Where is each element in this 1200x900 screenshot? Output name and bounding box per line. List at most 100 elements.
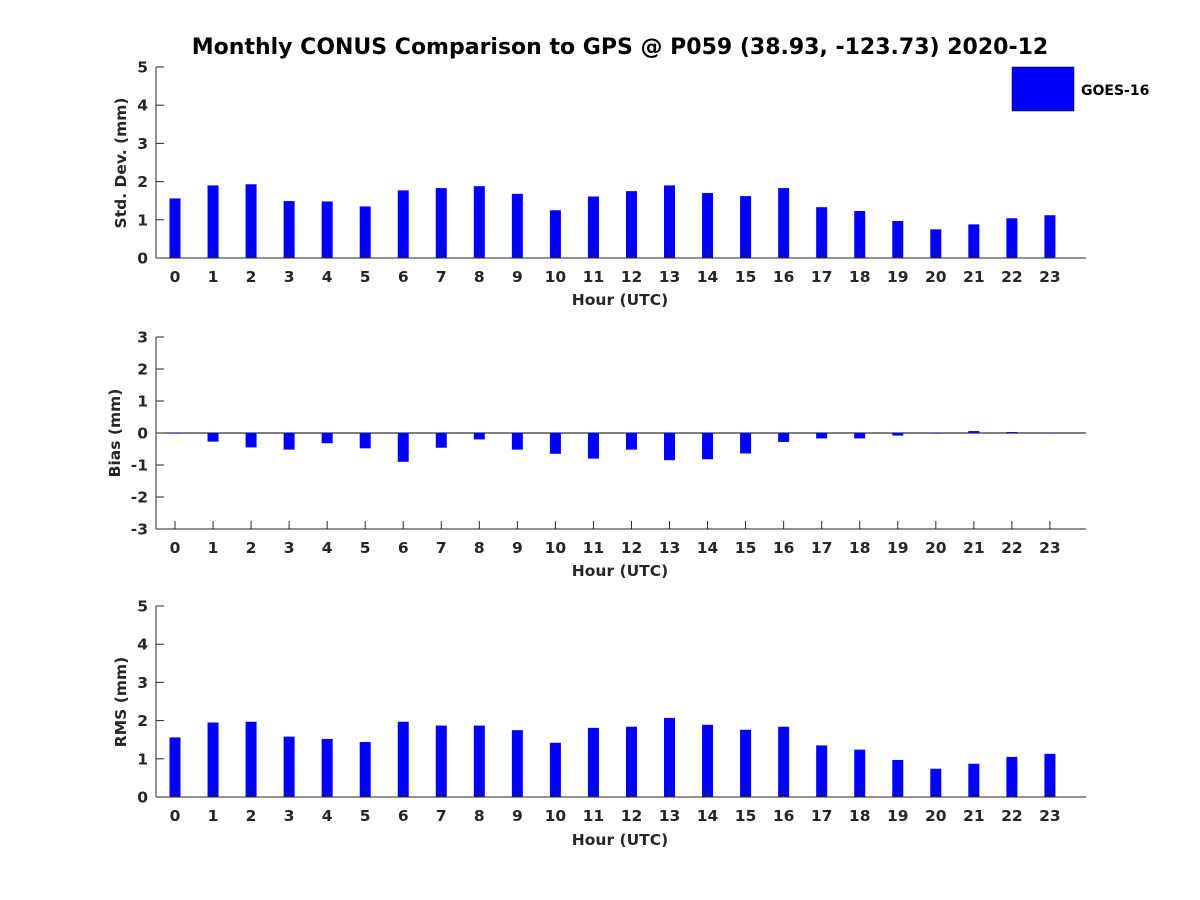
bias-ytick-label: 3 — [137, 329, 148, 347]
std-dev-ytick-label: 0 — [137, 250, 148, 268]
rms-xtick-label: 22 — [1001, 807, 1023, 825]
legend-label: GOES-16 — [1081, 83, 1149, 99]
std-dev-bar-10 — [549, 210, 561, 258]
bias-xtick-label: 6 — [398, 539, 409, 557]
std-dev-xtick-label: 13 — [659, 268, 681, 286]
std-dev-xtick-label: 15 — [735, 268, 757, 286]
rms-bar-7 — [435, 725, 447, 797]
bias-ytick-label: -3 — [131, 521, 148, 539]
rms-bar-4 — [321, 738, 333, 797]
rms-bar-2 — [245, 721, 257, 797]
bias-xtick-label: 1 — [208, 539, 219, 557]
std-dev-xtick-label: 19 — [887, 268, 909, 286]
bias-xtick-label: 14 — [697, 539, 719, 557]
std-dev-xtick-label: 10 — [545, 268, 567, 286]
bias-bar-2 — [245, 433, 257, 448]
std-dev-xtick-label: 0 — [170, 268, 181, 286]
std-dev-bar-22 — [1006, 218, 1018, 258]
rms-xtick-label: 8 — [474, 807, 485, 825]
bias-ytick-label: -1 — [131, 457, 148, 475]
std-dev-bar-5 — [359, 206, 371, 258]
rms-xtick-label: 9 — [512, 807, 523, 825]
rms-ytick-label: 2 — [137, 712, 148, 730]
bias-xtick-label: 10 — [545, 539, 567, 557]
std-dev-xlabel: Hour (UTC) — [572, 291, 668, 309]
rms-bar-15 — [740, 729, 752, 797]
std-dev-ytick-label: 4 — [137, 97, 148, 115]
std-dev-bar-16 — [778, 188, 790, 258]
std-dev-bar-19 — [892, 220, 904, 258]
bias-bar-15 — [740, 433, 752, 454]
bias-bar-11 — [587, 433, 599, 459]
rms-ytick-label: 4 — [137, 636, 148, 654]
std-dev-bar-23 — [1044, 215, 1056, 258]
rms-bar-23 — [1044, 753, 1056, 797]
bias-ytick-label: 2 — [137, 361, 148, 379]
bias-bar-12 — [625, 433, 637, 450]
rms-xtick-label: 5 — [360, 807, 371, 825]
bias-xtick-label: 8 — [474, 539, 485, 557]
bias-bar-20 — [930, 433, 942, 434]
rms-bar-12 — [625, 726, 637, 797]
std-dev-xtick-label: 9 — [512, 268, 523, 286]
std-dev-xtick-label: 18 — [849, 268, 871, 286]
rms-xtick-label: 2 — [246, 807, 257, 825]
std-dev-bar-17 — [816, 207, 828, 258]
bias-bar-18 — [854, 433, 866, 439]
bias-bar-0 — [169, 433, 181, 434]
std-dev-bar-7 — [435, 188, 447, 258]
std-dev-xtick-label: 21 — [963, 268, 985, 286]
rms-bar-19 — [892, 759, 904, 797]
bias-bar-8 — [473, 433, 485, 440]
rms-ytick-label: 3 — [137, 674, 148, 692]
bias-xtick-label: 15 — [735, 539, 757, 557]
legend: GOES-16 — [1011, 66, 1149, 112]
std-dev-xtick-label: 12 — [621, 268, 643, 286]
bias-bar-21 — [968, 431, 980, 433]
rms-bar-21 — [968, 763, 980, 797]
bias-xtick-label: 16 — [773, 539, 795, 557]
std-dev-xtick-label: 2 — [246, 268, 257, 286]
rms-xtick-label: 16 — [773, 807, 795, 825]
std-dev-ytick-label: 3 — [137, 135, 148, 153]
bias-xtick-label: 18 — [849, 539, 871, 557]
bias-ytick-label: 0 — [137, 425, 148, 443]
bias-bar-22 — [1006, 432, 1018, 433]
chart-title: Monthly CONUS Comparison to GPS @ P059 (… — [192, 35, 1048, 60]
bias-bar-13 — [664, 433, 676, 461]
std-dev-ytick-label: 1 — [137, 211, 148, 229]
rms-xtick-label: 1 — [208, 807, 219, 825]
rms-bar-22 — [1006, 756, 1018, 797]
bias-xtick-label: 2 — [246, 539, 257, 557]
rms-bar-18 — [854, 749, 866, 797]
rms-xtick-label: 3 — [284, 807, 295, 825]
bias-xtick-label: 4 — [322, 539, 333, 557]
bias-bar-17 — [816, 433, 828, 439]
rms-xtick-label: 20 — [925, 807, 947, 825]
rms-bar-20 — [930, 768, 942, 797]
bias-xtick-label: 0 — [170, 539, 181, 557]
bias-xtick-label: 20 — [925, 539, 947, 557]
std-dev-xtick-label: 22 — [1001, 268, 1023, 286]
std-dev-bar-18 — [854, 211, 866, 258]
rms-xtick-label: 11 — [583, 807, 605, 825]
bias-xtick-label: 19 — [887, 539, 909, 557]
std-dev-xtick-label: 16 — [773, 268, 795, 286]
bias-xtick-label: 23 — [1039, 539, 1061, 557]
rms-ytick-label: 1 — [137, 750, 148, 768]
std-dev-bar-13 — [664, 185, 676, 258]
bias-xtick-label: 7 — [436, 539, 447, 557]
bias-xtick-label: 3 — [284, 539, 295, 557]
rms-xtick-label: 13 — [659, 807, 681, 825]
legend-swatch — [1011, 66, 1075, 112]
std-dev-bar-9 — [511, 193, 523, 258]
bias-bar-4 — [321, 433, 333, 444]
std-dev-bar-1 — [207, 185, 219, 258]
rms-xtick-label: 12 — [621, 807, 643, 825]
rms-xlabel: Hour (UTC) — [572, 831, 668, 849]
bias-xtick-label: 17 — [811, 539, 833, 557]
std-dev-ytick-label: 2 — [137, 173, 148, 191]
std-dev-bar-2 — [245, 184, 257, 258]
